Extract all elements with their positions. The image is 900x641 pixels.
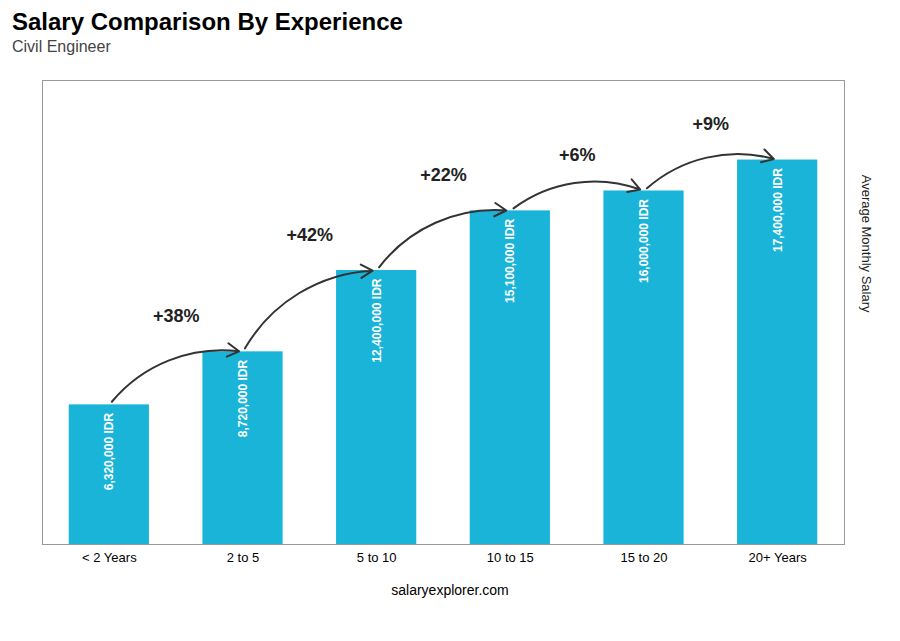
svg-text:Average Monthly Salary: Average Monthly Salary bbox=[859, 175, 874, 313]
svg-text:20+ Years: 20+ Years bbox=[749, 550, 808, 565]
svg-text:+38%: +38% bbox=[153, 306, 200, 326]
svg-text:15,100,000 IDR: 15,100,000 IDR bbox=[503, 219, 517, 303]
svg-text:+42%: +42% bbox=[287, 225, 334, 245]
svg-text:10 to 15: 10 to 15 bbox=[487, 550, 534, 565]
svg-text:+22%: +22% bbox=[420, 165, 467, 185]
svg-text:15 to 20: 15 to 20 bbox=[621, 550, 668, 565]
html-text:Civil Engineer: Civil Engineer bbox=[12, 38, 111, 55]
svg-text:< 2 Years: < 2 Years bbox=[82, 550, 137, 565]
svg-text:+6%: +6% bbox=[559, 145, 596, 165]
html-text:salaryexplorer.com: salaryexplorer.com bbox=[391, 582, 509, 598]
svg-text:12,400,000 IDR: 12,400,000 IDR bbox=[370, 278, 384, 362]
svg-text:5 to 10: 5 to 10 bbox=[357, 550, 397, 565]
svg-text:8,720,000 IDR: 8,720,000 IDR bbox=[236, 360, 250, 438]
svg-text:17,400,000 IDR: 17,400,000 IDR bbox=[771, 168, 785, 252]
svg-text:2 to 5: 2 to 5 bbox=[227, 550, 260, 565]
svg-text:6,320,000 IDR: 6,320,000 IDR bbox=[102, 413, 116, 491]
svg-text:+9%: +9% bbox=[693, 114, 730, 134]
svg-text:16,000,000 IDR: 16,000,000 IDR bbox=[637, 199, 651, 283]
html-text:Salary Comparison By Experienc: Salary Comparison By Experience bbox=[12, 8, 403, 35]
